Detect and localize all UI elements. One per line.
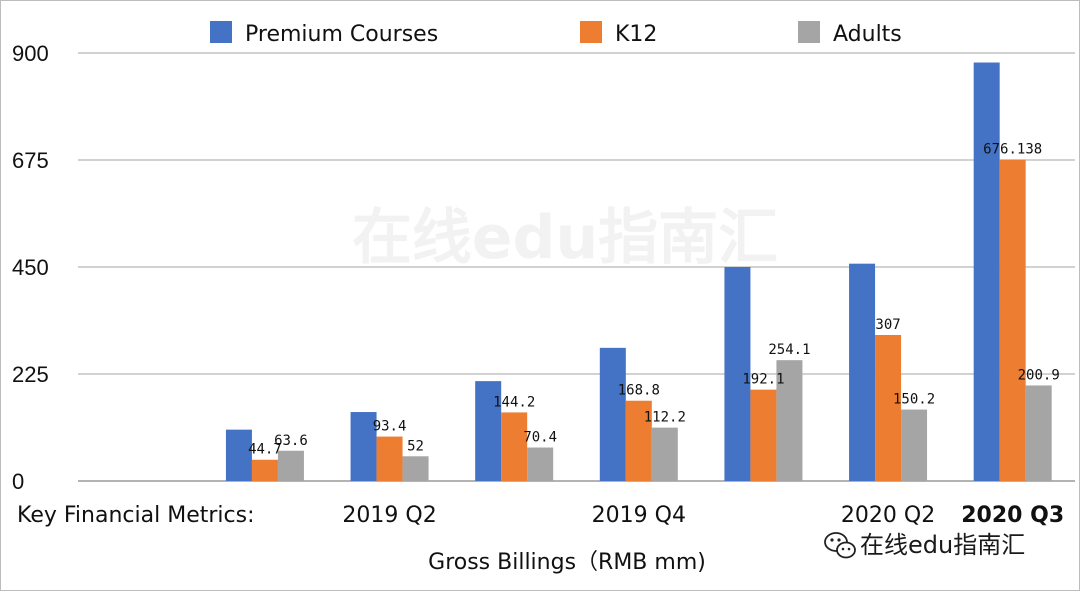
data-label-adults-4: 112.2: [644, 410, 686, 426]
bar-adults-2: [402, 456, 429, 481]
data-label-adults-3: 70.4: [523, 430, 557, 446]
bar-k12-6: [875, 335, 902, 481]
legend-swatch-k12: [580, 21, 602, 43]
bar-adults-7: [1025, 385, 1052, 481]
bar-k12-2: [376, 436, 403, 481]
data-label-k12-7: 676.138: [983, 141, 1042, 157]
y-tick-label-225: 225: [12, 362, 49, 387]
legend-label-k12: K12: [615, 22, 657, 47]
y-tick-label-450: 450: [12, 255, 49, 280]
row-label: Key Financial Metrics:: [17, 503, 254, 528]
data-label-adults-1: 63.6: [274, 433, 308, 449]
bar-k12-4: [625, 400, 652, 481]
legend: Premium Courses K12 Adults: [210, 21, 902, 47]
category-label-2019-q4: 2019 Q4: [592, 503, 686, 528]
bar-premium-courses-7: [973, 62, 1000, 482]
data-label-k12-2: 93.4: [373, 419, 407, 435]
y-tick-label-675: 675: [12, 148, 49, 173]
bar-adults-4: [651, 427, 678, 481]
category-label-2020-q2: 2020 Q2: [841, 503, 935, 528]
data-label-adults-5: 254.1: [768, 342, 810, 358]
bar-adults-6: [901, 409, 928, 481]
data-label-adults-2: 52: [407, 438, 424, 454]
labels-layer: 44.7 93.4 144.2 168.8 192.1 307 676.138 63.6 52 7…: [248, 141, 1060, 457]
bar-k12-3: [501, 412, 528, 481]
watermark: 在线edu指南汇: [352, 203, 778, 273]
x-axis-title: Gross Billings（RMB mm): [428, 550, 706, 575]
data-label-adults-7: 200.9: [1018, 367, 1060, 383]
bar-k12-5: [750, 389, 777, 481]
bar-premium-courses-2: [350, 412, 377, 481]
category-label-2019-q2: 2019 Q2: [342, 503, 436, 528]
y-tick-label-900: 900: [12, 41, 49, 66]
bars-layer: [225, 62, 1052, 482]
data-label-k12-4: 168.8: [618, 383, 660, 399]
legend-label-premium-courses: Premium Courses: [245, 22, 438, 47]
data-label-adults-6: 150.2: [893, 392, 935, 408]
wechat-icon: [824, 532, 856, 559]
data-label-k12-3: 144.2: [493, 394, 535, 410]
bar-adults-3: [527, 447, 554, 481]
bar-adults-1: [277, 450, 304, 481]
legend-swatch-adults: [798, 21, 820, 43]
legend-swatch-premium-courses: [210, 21, 232, 43]
bar-premium-courses-6: [849, 263, 876, 481]
bar-adults-5: [776, 360, 803, 481]
data-label-k12-6: 307: [875, 317, 900, 333]
bar-k12-7: [999, 159, 1026, 482]
y-tick-label-0: 0: [12, 469, 24, 494]
bar-k12-1: [251, 459, 278, 481]
wechat-credit: 在线edu指南汇: [824, 531, 1025, 559]
category-labels: 2019 Q2 2019 Q4 2020 Q2 2020 Q3: [342, 503, 1064, 528]
bar-premium-courses-5: [724, 267, 751, 481]
bar-premium-courses-3: [475, 381, 502, 481]
credit-text: 在线edu指南汇: [860, 531, 1025, 559]
bar-premium-courses-4: [599, 347, 626, 481]
legend-label-adults: Adults: [833, 22, 902, 47]
data-label-k12-1: 44.7: [248, 442, 282, 458]
bar-premium-courses-1: [225, 429, 252, 481]
data-label-k12-5: 192.1: [742, 372, 784, 388]
category-label-2020-q3: 2020 Q3: [961, 503, 1064, 528]
